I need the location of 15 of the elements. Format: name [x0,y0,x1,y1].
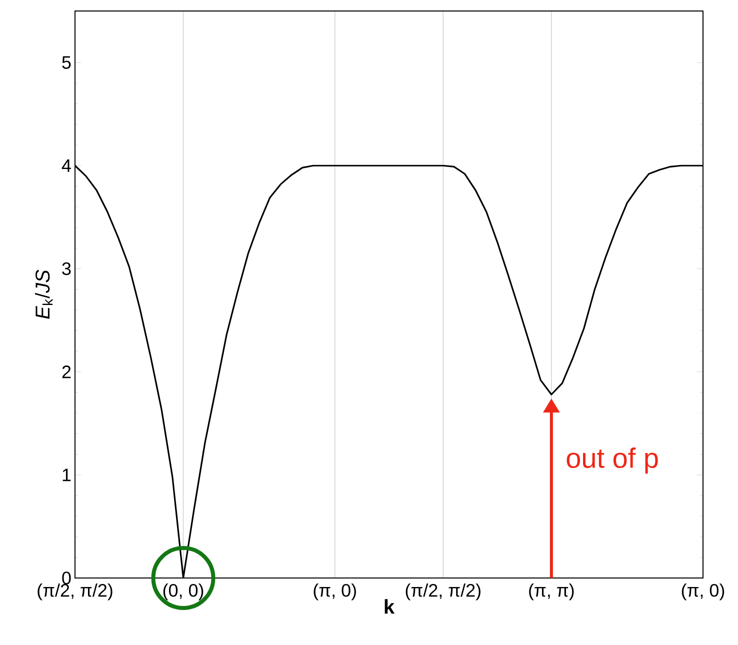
x-tick-label: (0, 0) [163,584,204,600]
annotation: out of p [566,448,658,474]
y-tick-label: 2 [62,366,71,378]
y-tick-label: 5 [62,56,71,69]
x-tick-label: (π, 0) [314,584,356,600]
x-tick-label: (π/2, π/2) [38,584,112,600]
x-tick-label: (π, π) [529,584,574,600]
y-tick-label: 3 [62,262,71,276]
y-tick-label: 1 [62,468,71,482]
y-tick-label: 0 [62,572,71,584]
y-tick-label: 4 [62,159,71,172]
y-axis-title: E$_{k}$/JS [34,270,53,319]
x-tick-label: (π, 0) [682,584,724,600]
x-axis-title: k [384,599,395,614]
x-tick-label: (π/2, π/2) [406,584,480,600]
